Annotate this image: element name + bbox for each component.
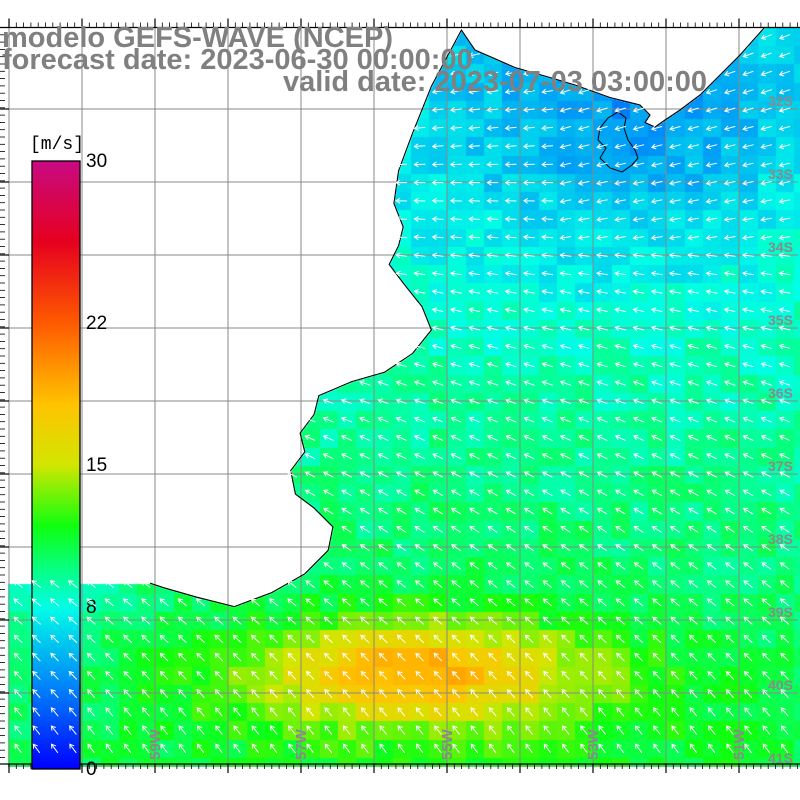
svg-text:41S: 41S [768, 750, 793, 766]
svg-text:35S: 35S [768, 312, 793, 328]
svg-text:36S: 36S [768, 385, 793, 401]
svg-text:0: 0 [86, 759, 97, 780]
svg-text:30: 30 [86, 151, 107, 172]
svg-text:34S: 34S [768, 239, 793, 255]
svg-text:22: 22 [86, 313, 107, 334]
svg-text:33S: 33S [768, 166, 793, 182]
svg-text:32S: 32S [768, 93, 793, 109]
svg-text:40S: 40S [768, 677, 793, 693]
svg-text:[m/s]: [m/s] [30, 135, 84, 155]
svg-text:37S: 37S [768, 458, 793, 474]
svg-text:15: 15 [86, 455, 107, 476]
